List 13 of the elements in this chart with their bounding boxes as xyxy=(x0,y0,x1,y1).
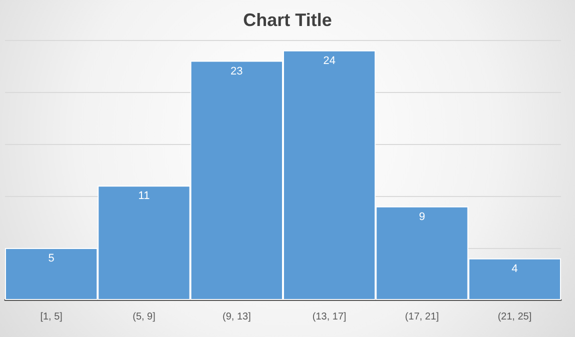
x-tick-label: [1, 5] xyxy=(40,312,63,322)
data-label: 24 xyxy=(323,54,336,67)
x-tick-label: (17, 21] xyxy=(405,312,440,322)
data-label: 4 xyxy=(512,262,518,275)
x-tick-label: (5, 9] xyxy=(132,312,156,322)
data-label: 9 xyxy=(418,210,426,223)
data-label: 11 xyxy=(138,190,150,202)
data-label: 23 xyxy=(230,65,243,78)
chart-title: Chart Title xyxy=(243,10,332,30)
data-label: 5 xyxy=(48,252,54,264)
x-tick-label: (13, 17] xyxy=(312,312,347,322)
x-tick-label: (9, 13] xyxy=(222,312,252,322)
x-tick-label: (21, 25] xyxy=(498,312,532,322)
